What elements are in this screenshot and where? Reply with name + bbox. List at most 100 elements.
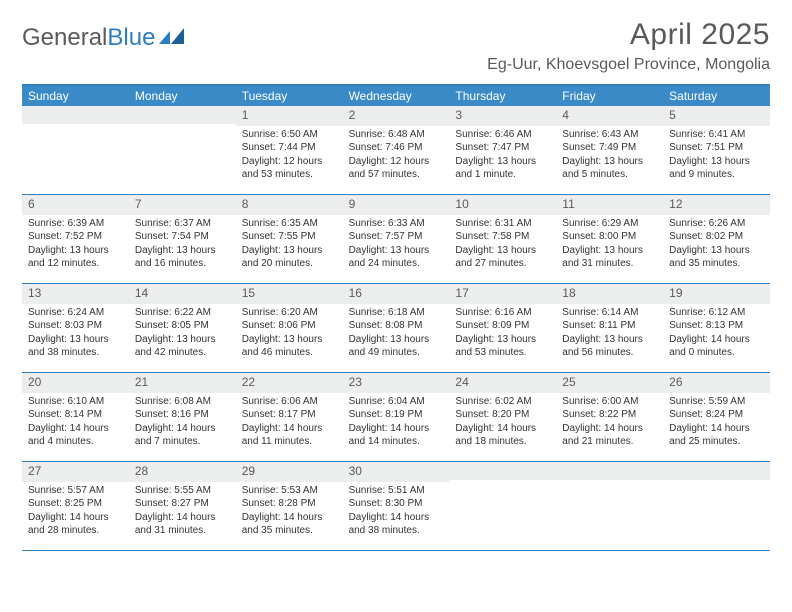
day-number: 22	[236, 373, 343, 393]
daylight-text: Daylight: 13 hours and 42 minutes.	[135, 333, 230, 360]
day-number	[663, 462, 770, 480]
calendar-day-cell	[129, 106, 236, 194]
sunrise-text: Sunrise: 6:18 AM	[349, 306, 444, 320]
day-number: 29	[236, 462, 343, 482]
daylight-text: Daylight: 13 hours and 24 minutes.	[349, 244, 444, 271]
day-number	[22, 106, 129, 124]
day-details: Sunrise: 6:10 AMSunset: 8:14 PMDaylight:…	[22, 393, 129, 453]
calendar-day-cell: 9Sunrise: 6:33 AMSunset: 7:57 PMDaylight…	[343, 195, 450, 283]
sunrise-text: Sunrise: 6:37 AM	[135, 217, 230, 231]
daylight-text: Daylight: 14 hours and 25 minutes.	[669, 422, 764, 449]
day-details: Sunrise: 6:16 AMSunset: 8:09 PMDaylight:…	[449, 304, 556, 364]
weekday-header: Friday	[556, 86, 663, 106]
sunset-text: Sunset: 8:30 PM	[349, 497, 444, 511]
day-details: Sunrise: 6:14 AMSunset: 8:11 PMDaylight:…	[556, 304, 663, 364]
calendar-header-row: SundayMondayTuesdayWednesdayThursdayFrid…	[22, 86, 770, 106]
day-details: Sunrise: 6:02 AMSunset: 8:20 PMDaylight:…	[449, 393, 556, 453]
day-details: Sunrise: 6:29 AMSunset: 8:00 PMDaylight:…	[556, 215, 663, 275]
daylight-text: Daylight: 14 hours and 4 minutes.	[28, 422, 123, 449]
sunrise-text: Sunrise: 5:53 AM	[242, 484, 337, 498]
calendar-day-cell	[449, 462, 556, 550]
calendar-day-cell: 7Sunrise: 6:37 AMSunset: 7:54 PMDaylight…	[129, 195, 236, 283]
day-number: 14	[129, 284, 236, 304]
sunrise-text: Sunrise: 6:00 AM	[562, 395, 657, 409]
day-details: Sunrise: 6:48 AMSunset: 7:46 PMDaylight:…	[343, 126, 450, 186]
sunrise-text: Sunrise: 6:20 AM	[242, 306, 337, 320]
calendar-day-cell: 10Sunrise: 6:31 AMSunset: 7:58 PMDayligh…	[449, 195, 556, 283]
day-details: Sunrise: 6:06 AMSunset: 8:17 PMDaylight:…	[236, 393, 343, 453]
daylight-text: Daylight: 13 hours and 1 minute.	[455, 155, 550, 182]
calendar-day-cell: 29Sunrise: 5:53 AMSunset: 8:28 PMDayligh…	[236, 462, 343, 550]
calendar-week-row: 1Sunrise: 6:50 AMSunset: 7:44 PMDaylight…	[22, 106, 770, 195]
day-details: Sunrise: 5:51 AMSunset: 8:30 PMDaylight:…	[343, 482, 450, 542]
sunset-text: Sunset: 7:46 PM	[349, 141, 444, 155]
header-row: GeneralBlue April 2025 Eg-Uur, Khoevsgoe…	[22, 18, 770, 74]
daylight-text: Daylight: 13 hours and 16 minutes.	[135, 244, 230, 271]
daylight-text: Daylight: 14 hours and 28 minutes.	[28, 511, 123, 538]
sunrise-text: Sunrise: 6:12 AM	[669, 306, 764, 320]
sunset-text: Sunset: 8:13 PM	[669, 319, 764, 333]
calendar-day-cell: 5Sunrise: 6:41 AMSunset: 7:51 PMDaylight…	[663, 106, 770, 194]
daylight-text: Daylight: 13 hours and 38 minutes.	[28, 333, 123, 360]
day-number: 1	[236, 106, 343, 126]
day-number: 24	[449, 373, 556, 393]
day-details: Sunrise: 5:59 AMSunset: 8:24 PMDaylight:…	[663, 393, 770, 453]
day-details: Sunrise: 6:04 AMSunset: 8:19 PMDaylight:…	[343, 393, 450, 453]
sunset-text: Sunset: 8:25 PM	[28, 497, 123, 511]
day-number: 3	[449, 106, 556, 126]
logo: GeneralBlue	[22, 18, 185, 52]
daylight-text: Daylight: 13 hours and 56 minutes.	[562, 333, 657, 360]
daylight-text: Daylight: 13 hours and 12 minutes.	[28, 244, 123, 271]
day-number: 26	[663, 373, 770, 393]
sunset-text: Sunset: 7:58 PM	[455, 230, 550, 244]
calendar-day-cell: 8Sunrise: 6:35 AMSunset: 7:55 PMDaylight…	[236, 195, 343, 283]
sunset-text: Sunset: 7:54 PM	[135, 230, 230, 244]
day-details: Sunrise: 6:31 AMSunset: 7:58 PMDaylight:…	[449, 215, 556, 275]
daylight-text: Daylight: 13 hours and 31 minutes.	[562, 244, 657, 271]
sunrise-text: Sunrise: 6:48 AM	[349, 128, 444, 142]
day-number	[129, 106, 236, 124]
logo-text-general: General	[22, 24, 107, 52]
day-details: Sunrise: 6:39 AMSunset: 7:52 PMDaylight:…	[22, 215, 129, 275]
calendar-day-cell: 26Sunrise: 5:59 AMSunset: 8:24 PMDayligh…	[663, 373, 770, 461]
day-number	[556, 462, 663, 480]
sunrise-text: Sunrise: 5:59 AM	[669, 395, 764, 409]
sunset-text: Sunset: 8:16 PM	[135, 408, 230, 422]
calendar-day-cell: 22Sunrise: 6:06 AMSunset: 8:17 PMDayligh…	[236, 373, 343, 461]
sunrise-text: Sunrise: 6:35 AM	[242, 217, 337, 231]
calendar-week-row: 6Sunrise: 6:39 AMSunset: 7:52 PMDaylight…	[22, 195, 770, 284]
day-number: 9	[343, 195, 450, 215]
day-number: 10	[449, 195, 556, 215]
daylight-text: Daylight: 14 hours and 14 minutes.	[349, 422, 444, 449]
sunrise-text: Sunrise: 6:33 AM	[349, 217, 444, 231]
day-details: Sunrise: 6:46 AMSunset: 7:47 PMDaylight:…	[449, 126, 556, 186]
sunset-text: Sunset: 7:57 PM	[349, 230, 444, 244]
day-number: 4	[556, 106, 663, 126]
daylight-text: Daylight: 12 hours and 57 minutes.	[349, 155, 444, 182]
weekday-header: Tuesday	[236, 86, 343, 106]
location-label: Eg-Uur, Khoevsgoel Province, Mongolia	[487, 56, 770, 74]
sunrise-text: Sunrise: 6:02 AM	[455, 395, 550, 409]
day-number: 15	[236, 284, 343, 304]
day-details: Sunrise: 6:41 AMSunset: 7:51 PMDaylight:…	[663, 126, 770, 186]
weekday-header: Sunday	[22, 86, 129, 106]
day-number: 25	[556, 373, 663, 393]
day-details: Sunrise: 6:33 AMSunset: 7:57 PMDaylight:…	[343, 215, 450, 275]
calendar-day-cell: 19Sunrise: 6:12 AMSunset: 8:13 PMDayligh…	[663, 284, 770, 372]
day-details: Sunrise: 5:53 AMSunset: 8:28 PMDaylight:…	[236, 482, 343, 542]
day-details: Sunrise: 6:00 AMSunset: 8:22 PMDaylight:…	[556, 393, 663, 453]
calendar-week-row: 27Sunrise: 5:57 AMSunset: 8:25 PMDayligh…	[22, 462, 770, 551]
calendar-day-cell: 16Sunrise: 6:18 AMSunset: 8:08 PMDayligh…	[343, 284, 450, 372]
sunrise-text: Sunrise: 6:10 AM	[28, 395, 123, 409]
calendar-day-cell: 12Sunrise: 6:26 AMSunset: 8:02 PMDayligh…	[663, 195, 770, 283]
sunset-text: Sunset: 8:06 PM	[242, 319, 337, 333]
calendar-body: 1Sunrise: 6:50 AMSunset: 7:44 PMDaylight…	[22, 106, 770, 551]
sunset-text: Sunset: 8:11 PM	[562, 319, 657, 333]
daylight-text: Daylight: 14 hours and 21 minutes.	[562, 422, 657, 449]
calendar-day-cell: 6Sunrise: 6:39 AMSunset: 7:52 PMDaylight…	[22, 195, 129, 283]
sunset-text: Sunset: 8:02 PM	[669, 230, 764, 244]
calendar-day-cell: 28Sunrise: 5:55 AMSunset: 8:27 PMDayligh…	[129, 462, 236, 550]
sunrise-text: Sunrise: 6:16 AM	[455, 306, 550, 320]
daylight-text: Daylight: 14 hours and 38 minutes.	[349, 511, 444, 538]
sunrise-text: Sunrise: 6:50 AM	[242, 128, 337, 142]
